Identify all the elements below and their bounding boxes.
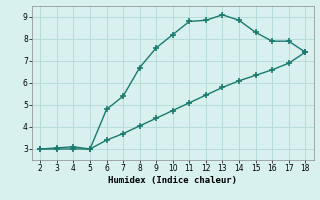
X-axis label: Humidex (Indice chaleur): Humidex (Indice chaleur)	[108, 176, 237, 185]
